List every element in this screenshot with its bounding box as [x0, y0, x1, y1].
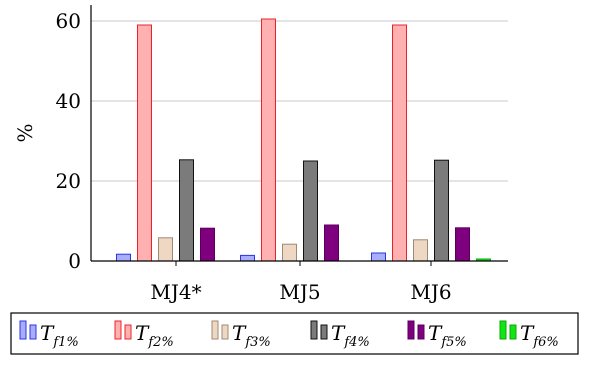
bar-f5pct-MJ4star — [200, 227, 215, 262]
bar-f4pct-MJ5 — [303, 160, 318, 262]
legend-swatch — [124, 324, 132, 340]
legend-label: Tf6% — [520, 321, 559, 350]
bar-f3pct-MJ5 — [282, 243, 297, 262]
axes-layer — [90, 5, 508, 266]
legend-box — [10, 312, 579, 355]
labels-layer: 0 20 40 60% MJ4* MJ5 MJ6 — [13, 9, 452, 304]
legend-label: Tf2% — [135, 321, 174, 350]
y-tick-label: 40 — [56, 89, 81, 113]
x-category-label: MJ5 — [279, 280, 320, 304]
bar-f2pct-MJ6 — [392, 24, 407, 262]
y-tick-label: 20 — [56, 169, 81, 193]
y-tick-label: 60 — [56, 9, 81, 33]
legend-label: Tf4% — [331, 321, 370, 350]
legend-swatch — [29, 324, 37, 340]
bar-f1pct-MJ6 — [371, 252, 386, 262]
legend-swatch — [509, 324, 517, 340]
bar-f1pct-MJ4star — [116, 253, 131, 262]
bars-layer — [116, 18, 491, 262]
legend-label: Tf5% — [428, 321, 467, 350]
legend-label: Tf3% — [232, 321, 271, 350]
y-tick-label: 0 — [68, 249, 81, 273]
legend-swatch — [211, 320, 219, 340]
bar-f5pct-MJ5 — [324, 224, 339, 262]
bar-f3pct-MJ6 — [413, 239, 428, 262]
x-category-label: MJ6 — [410, 280, 451, 304]
bar-f4pct-MJ6 — [434, 159, 449, 262]
bar-f3pct-MJ4star — [158, 237, 173, 262]
legend-swatch — [499, 320, 507, 340]
legend-swatch — [320, 324, 328, 340]
legend-swatch — [310, 320, 318, 340]
legend-label: Tf1% — [40, 321, 79, 350]
legend-swatch — [417, 324, 425, 340]
bar-f1pct-MJ5 — [240, 254, 255, 262]
legend: Tf1% Tf2% Tf3% Tf4% Tf5% Tf6% — [10, 312, 579, 355]
grid-layer — [91, 20, 508, 182]
bar-f5pct-MJ6 — [455, 227, 470, 262]
x-category-label: MJ4* — [150, 280, 201, 304]
legend-swatch — [19, 320, 27, 340]
legend-swatch — [221, 324, 229, 340]
legend-swatch — [114, 320, 122, 340]
bar-f2pct-MJ5 — [261, 18, 276, 262]
bar-f2pct-MJ4star — [137, 24, 152, 262]
legend-swatch — [407, 320, 415, 340]
bar-f4pct-MJ4star — [179, 159, 194, 262]
y-axis-label: % — [13, 123, 37, 142]
